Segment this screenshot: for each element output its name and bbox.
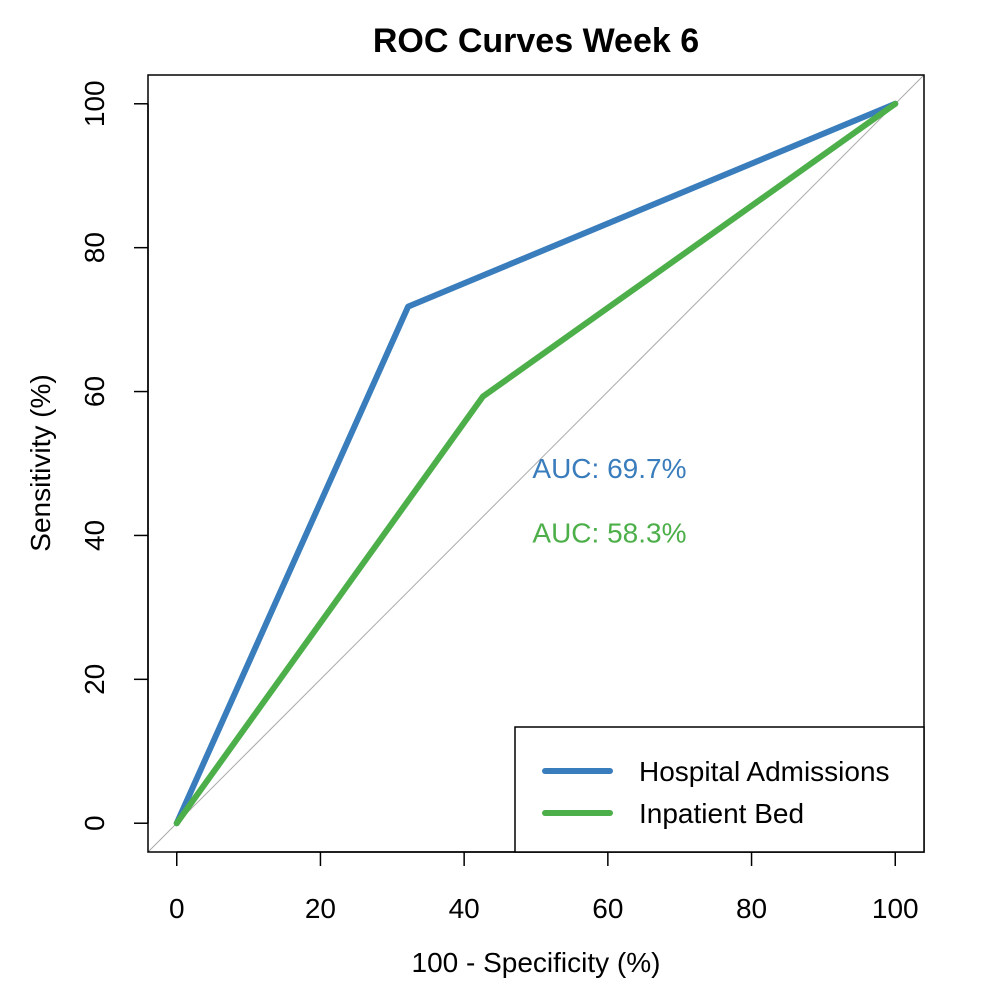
chart-title: ROC Curves Week 6 [373,22,699,60]
x-tick-label: 20 [305,893,336,924]
plot-area [147,74,925,853]
y-axis: 0 20 40 60 80 100 [79,80,149,831]
series-line-1 [173,100,899,827]
legend-label-1: Hospital Admissions [639,756,890,787]
x-tick-label: 80 [736,893,767,924]
auc-annotation-2: AUC: 58.3% [532,518,686,549]
x-axis-label: 100 - Specificity (%) [412,947,661,978]
legend-items: Hospital Admissions Inpatient Bed [542,756,890,829]
y-tick-label: 0 [79,815,110,831]
legend-box [514,726,925,853]
x-tick-label: 60 [592,893,623,924]
y-axis-label: Sensitivity (%) [25,374,56,551]
diagonal-reference-line [147,74,925,853]
y-tick-label: 60 [79,376,110,407]
x-tick-label: 100 [872,893,919,924]
x-tick-label: 40 [449,893,480,924]
y-tick-label: 80 [79,232,110,263]
series-line-2 [173,100,899,827]
y-tick-label: 40 [79,520,110,551]
auc-annotations: AUC: 69.7% AUC: 58.3% [532,453,686,549]
y-tick-label: 20 [79,664,110,695]
auc-annotation-1: AUC: 69.7% [532,453,686,484]
legend-label-2: Inpatient Bed [639,798,804,829]
legend: Hospital Admissions Inpatient Bed [514,726,925,853]
x-tick-label: 0 [169,893,185,924]
y-tick-label: 100 [79,80,110,127]
x-axis: 0 20 40 60 80 100 [169,851,919,924]
